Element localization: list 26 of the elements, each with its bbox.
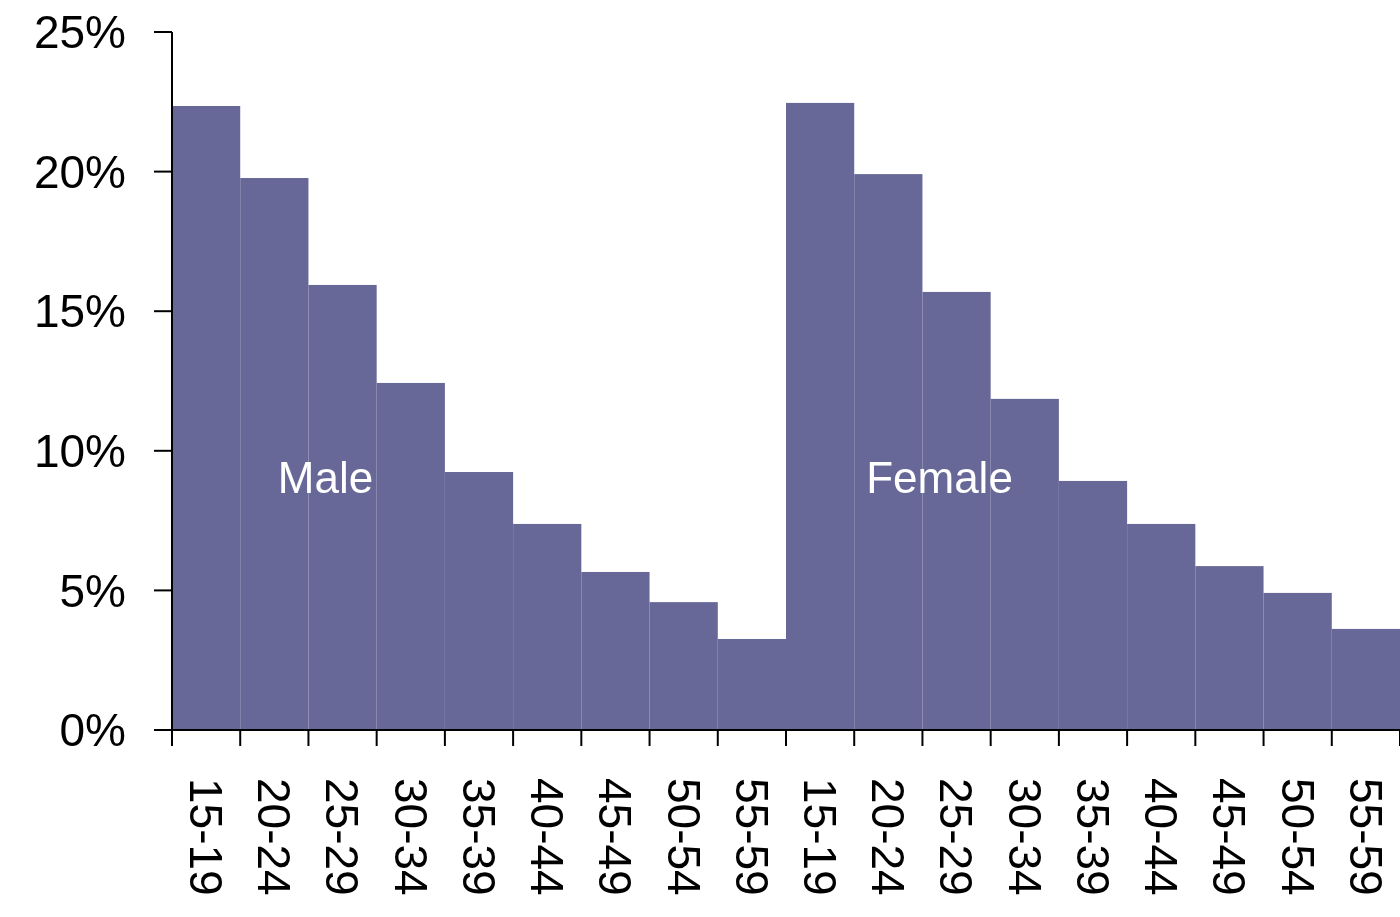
x-tick-label: 30-34 — [998, 778, 1051, 896]
y-tick-label: 5% — [59, 564, 126, 617]
x-tick-label: 50-54 — [657, 778, 710, 896]
y-tick-label: 10% — [33, 424, 126, 477]
x-tick-label: 55-59 — [725, 778, 778, 896]
x-tick-label: 20-24 — [248, 778, 301, 896]
x-tick-label: 25-29 — [316, 778, 369, 896]
x-tick-label: 45-49 — [1203, 778, 1256, 896]
x-tick-label: 40-44 — [1135, 778, 1188, 896]
x-tick-label: 20-24 — [862, 778, 915, 896]
annotation: Male — [277, 452, 374, 502]
y-tick-label: 0% — [59, 704, 126, 757]
x-tick-label: 55-59 — [1339, 778, 1392, 896]
y-tick-label: 20% — [33, 145, 126, 198]
x-tick-label: 40-44 — [521, 778, 574, 896]
x-tick-label: 30-34 — [384, 778, 437, 896]
x-tick-label: 15-19 — [794, 778, 847, 896]
y-tick-label: 25% — [33, 6, 126, 59]
annotation: Female — [866, 452, 1013, 502]
x-tick-label: 50-54 — [1271, 778, 1324, 896]
y-tick-label: 15% — [33, 285, 126, 338]
x-tick-label: 15-19 — [180, 778, 233, 896]
x-tick-label: 35-39 — [452, 778, 505, 896]
x-tick-label: 25-29 — [930, 778, 983, 896]
x-tick-label: 45-49 — [589, 778, 642, 896]
x-tick-label: 35-39 — [1066, 778, 1119, 896]
